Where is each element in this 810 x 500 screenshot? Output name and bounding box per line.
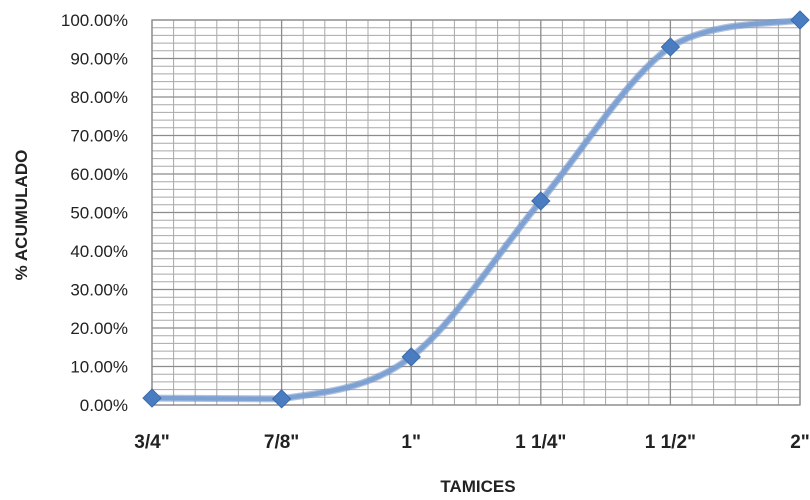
x-tick-label: 2" xyxy=(790,432,810,453)
x-axis-title: TAMICES xyxy=(440,477,515,496)
y-tick-label: 90.00% xyxy=(70,50,128,69)
y-tick-label: 10.00% xyxy=(70,358,128,377)
y-tick-label: 70.00% xyxy=(70,127,128,146)
data-point xyxy=(142,388,162,408)
data-point xyxy=(401,347,421,367)
y-tick-label: 100.00% xyxy=(61,11,128,30)
y-tick-label: 50.00% xyxy=(70,204,128,223)
data-point xyxy=(531,191,551,211)
data-point xyxy=(790,10,810,30)
data-point xyxy=(660,37,681,57)
y-tick-labels: 0.00% 10.00% 20.00% 30.00% 40.00% 50.00% 60.00… xyxy=(61,11,128,415)
x-tick-label: 1 1/4" xyxy=(515,432,566,453)
y-tick-label: 30.00% xyxy=(70,281,128,300)
x-tick-labels: 3/4" 7/8" 1" 1 1/4" 1 1/2" 2" xyxy=(134,432,810,453)
plot-border xyxy=(151,19,801,406)
y-tick-label: 60.00% xyxy=(70,165,128,184)
data-point xyxy=(271,389,292,409)
y-axis-title: % ACUMULADO xyxy=(12,150,31,281)
y-tick-label: 80.00% xyxy=(70,88,128,107)
x-tick-label: 7/8" xyxy=(264,432,299,453)
series-markers xyxy=(142,10,810,409)
x-tick-label: 1 1/2" xyxy=(645,432,696,453)
y-tick-label: 20.00% xyxy=(70,319,128,338)
x-tick-label: 3/4" xyxy=(134,432,169,453)
y-tick-label: 0.00% xyxy=(80,396,128,415)
x-tick-label: 1" xyxy=(401,432,421,453)
grid xyxy=(151,19,801,406)
y-tick-label: 40.00% xyxy=(70,242,128,261)
